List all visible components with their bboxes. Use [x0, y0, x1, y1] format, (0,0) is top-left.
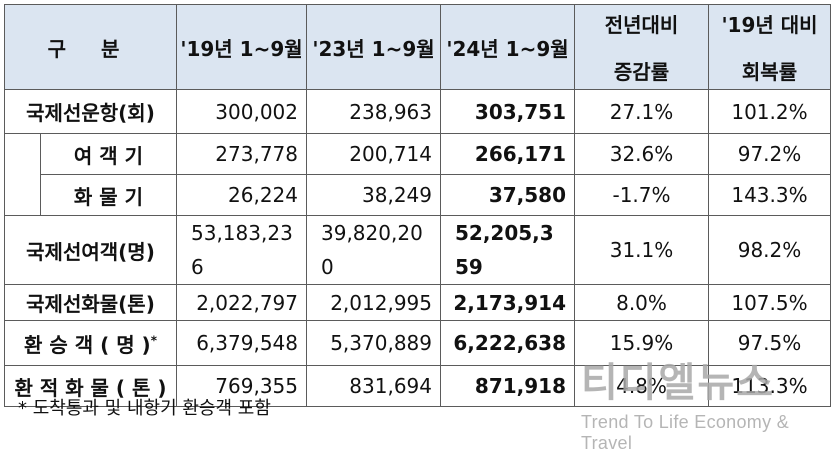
cell-2023: 238,963	[306, 89, 441, 134]
table-row: 환 승 객 ( 명 )* 6,379,548 5,370,889 6,222,6…	[4, 320, 831, 366]
header-yoy: 전년대비 증감률	[574, 4, 709, 90]
cell-yoy: 8.0%	[574, 284, 709, 321]
table-row: 여 객 기 273,778 200,714 266,171 32.6% 97.2…	[4, 133, 831, 175]
cell-yoy: -1.7%	[574, 174, 709, 216]
cell-2019: 769,355	[176, 365, 307, 407]
row-label: 여 객 기	[40, 133, 177, 175]
footnote-marker: *	[150, 332, 157, 347]
cell-recovery: 113.3%	[708, 365, 831, 407]
cell-2019: 2,022,797	[176, 284, 307, 321]
row-label: 국제선여객(명)	[4, 215, 177, 285]
watermark-brand: 티디엘뉴스	[581, 360, 775, 406]
row-label-text: 환 승 객 ( 명 )	[24, 332, 151, 357]
cell-2023: 5,370,889	[306, 320, 441, 366]
header-recovery-line2: 회복률	[741, 60, 798, 84]
cell-2024: 303,751	[440, 89, 575, 134]
cell-2024: 266,171	[440, 133, 575, 175]
indent-spacer	[4, 133, 41, 175]
header-2019: '19년 1~9월	[176, 4, 307, 90]
cell-2019: 6,379,548	[176, 320, 307, 366]
cell-2019: 300,002	[176, 89, 307, 134]
cell-recovery: 107.5%	[708, 284, 831, 321]
cell-recovery: 98.2%	[708, 215, 831, 285]
cell-2023: 38,249	[306, 174, 441, 216]
cell-yoy: 32.6%	[574, 133, 709, 175]
table-row: 국제선화물(톤) 2,022,797 2,012,995 2,173,914 8…	[4, 284, 831, 321]
table-row: 화 물 기 26,224 38,249 37,580 -1.7% 143.3%	[4, 174, 831, 216]
header-recovery-line1: '19년 대비	[721, 13, 818, 37]
cell-recovery: 97.2%	[708, 133, 831, 175]
cell-2023: 2,012,995	[306, 284, 441, 321]
table-row: 환 적 화 물 ( 톤 ) 769,355 831,694 871,918 4.…	[4, 365, 831, 407]
header-yoy-line2: 증감률	[613, 60, 670, 84]
cell-2024: 871,918	[440, 365, 575, 407]
header-recovery: '19년 대비 회복률	[708, 4, 831, 90]
indent-spacer	[4, 174, 41, 216]
row-label: 국제선화물(톤)	[4, 284, 177, 321]
header-2023: '23년 1~9월	[306, 4, 441, 90]
cell-2024: 52,205,359	[440, 215, 575, 285]
statistics-table: 구 분 '19년 1~9월 '23년 1~9월 '24년 1~9월 전년대비 증…	[4, 4, 831, 407]
row-label: 화 물 기	[40, 174, 177, 216]
cell-2023: 200,714	[306, 133, 441, 175]
cell-yoy: 4.8%	[574, 365, 709, 407]
header-row: 구 분 '19년 1~9월 '23년 1~9월 '24년 1~9월 전년대비 증…	[4, 4, 831, 90]
cell-2019: 26,224	[176, 174, 307, 216]
cell-2024: 6,222,638	[440, 320, 575, 366]
cell-2024: 2,173,914	[440, 284, 575, 321]
cell-yoy: 27.1%	[574, 89, 709, 134]
table-row: 국제선운항(회) 300,002 238,963 303,751 27.1% 1…	[4, 89, 831, 134]
header-yoy-line1: 전년대비	[604, 13, 679, 37]
cell-2023: 831,694	[306, 365, 441, 407]
row-label: 국제선운항(회)	[4, 89, 177, 134]
cell-2024: 37,580	[440, 174, 575, 216]
footnote: * 도착통과 및 내항기 환승객 포함	[18, 398, 271, 419]
header-2024: '24년 1~9월	[440, 4, 575, 90]
watermark-logo: 티디엘뉴스 Trend To Life Economy & Travel	[581, 350, 832, 454]
table-row: 국제선여객(명) 53,183,236 39,820,200 52,205,35…	[4, 215, 831, 285]
cell-2023: 39,820,200	[306, 215, 441, 285]
cell-recovery: 143.3%	[708, 174, 831, 216]
header-category: 구 분	[4, 4, 177, 90]
cell-recovery: 101.2%	[708, 89, 831, 134]
watermark-tagline: Trend To Life Economy & Travel	[581, 412, 790, 453]
cell-2019: 273,778	[176, 133, 307, 175]
cell-2019: 53,183,236	[176, 215, 307, 285]
row-label: 환 승 객 ( 명 )*	[4, 320, 177, 366]
cell-yoy: 31.1%	[574, 215, 709, 285]
